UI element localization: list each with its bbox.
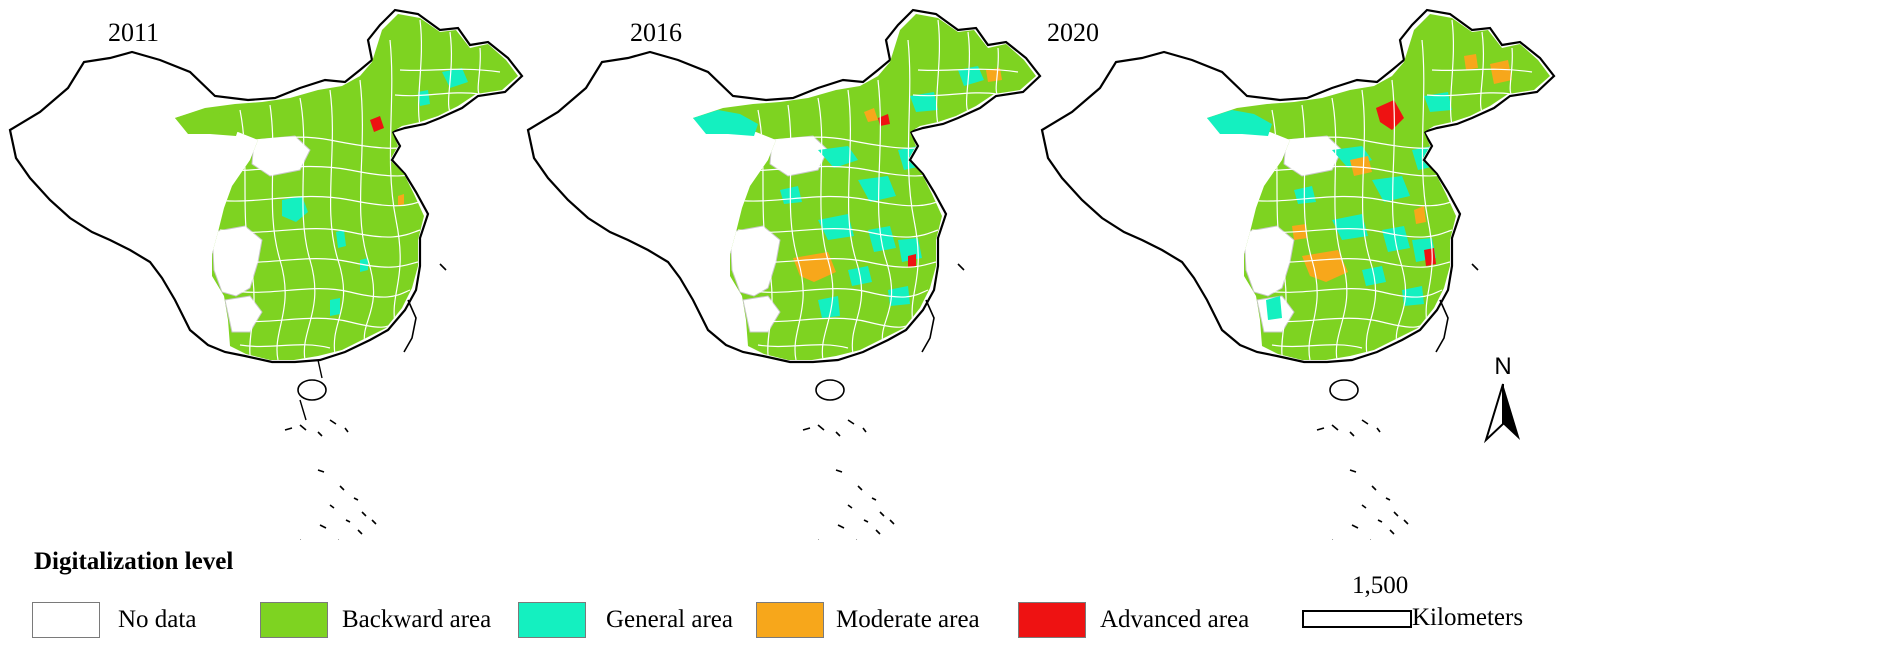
region-general bbox=[282, 196, 308, 222]
legend-label: No data bbox=[118, 606, 197, 633]
scale-value: 1,500 bbox=[1352, 572, 1409, 599]
year-label: 2016 bbox=[630, 18, 682, 47]
map-panel-2011: 2011 bbox=[0, 0, 620, 540]
legend-label: Backward area bbox=[342, 606, 492, 633]
map-2020 bbox=[1040, 8, 1556, 540]
region-general bbox=[442, 68, 468, 88]
year-label: 2011 bbox=[108, 18, 160, 47]
legend-label: General area bbox=[606, 606, 733, 633]
legend-swatch bbox=[518, 602, 586, 638]
map-2016 bbox=[526, 8, 1042, 540]
north-arrow: N bbox=[1478, 352, 1528, 452]
map-2011 bbox=[8, 8, 524, 540]
region-general bbox=[336, 230, 346, 248]
north-arrow-icon: N bbox=[1483, 353, 1520, 444]
legend: No data Backward area General area Moder… bbox=[32, 600, 1892, 640]
region-general bbox=[418, 90, 430, 106]
map-panel-2020: 2020 bbox=[1032, 0, 1652, 540]
legend-swatch bbox=[260, 602, 328, 638]
legend-label: Advanced area bbox=[1100, 606, 1250, 633]
legend-swatch bbox=[32, 602, 100, 638]
legend-title: Digitalization level bbox=[34, 548, 234, 575]
region-advanced bbox=[370, 116, 384, 132]
map-panel-2016: 2016 bbox=[518, 0, 1138, 540]
region-moderate bbox=[398, 194, 404, 206]
scale-unit: Kilometers bbox=[1412, 604, 1524, 631]
region-general bbox=[330, 298, 340, 316]
year-label: 2020 bbox=[1047, 18, 1099, 47]
legend-swatch bbox=[756, 602, 824, 638]
legend-label: Moderate area bbox=[836, 606, 980, 633]
north-label: N bbox=[1494, 353, 1511, 380]
legend-swatch bbox=[1018, 602, 1086, 638]
scale-bar-rect bbox=[1302, 610, 1412, 628]
scale-bar: 1,500 Kilometers bbox=[1302, 572, 1552, 646]
